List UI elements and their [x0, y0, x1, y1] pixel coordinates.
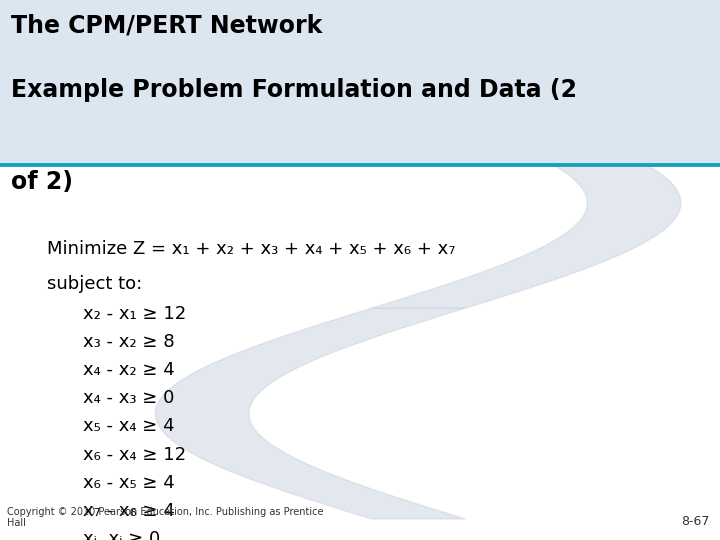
- Text: of 2): of 2): [11, 170, 73, 194]
- Text: x₆ - x₅ ≥ 4: x₆ - x₅ ≥ 4: [83, 474, 174, 491]
- Text: 8-67: 8-67: [681, 515, 709, 528]
- Text: x₄ - x₃ ≥ 0: x₄ - x₃ ≥ 0: [83, 389, 174, 407]
- Bar: [0, 0, 720, 165]
- Text: Minimize Z = x₁ + x₂ + x₃ + x₄ + x₅ + x₆ + x₇: Minimize Z = x₁ + x₂ + x₃ + x₄ + x₅ + x₆…: [47, 240, 455, 258]
- Text: x₇ - x₆ ≥ 4: x₇ - x₆ ≥ 4: [83, 502, 175, 519]
- Text: xᵢ, xⱼ ≥ 0: xᵢ, xⱼ ≥ 0: [83, 530, 160, 540]
- Text: Copyright © 2010 Pearson Education, Inc. Publishing as Prentice
Hall: Copyright © 2010 Pearson Education, Inc.…: [7, 507, 324, 528]
- Text: x₅ - x₄ ≥ 4: x₅ - x₄ ≥ 4: [83, 417, 174, 435]
- Text: x₄ - x₂ ≥ 4: x₄ - x₂ ≥ 4: [83, 361, 174, 379]
- Text: x₆ - x₄ ≥ 12: x₆ - x₄ ≥ 12: [83, 446, 186, 463]
- Text: The CPM/PERT Network: The CPM/PERT Network: [11, 14, 322, 37]
- Text: x₂ - x₁ ≥ 12: x₂ - x₁ ≥ 12: [83, 305, 186, 323]
- Text: subject to:: subject to:: [47, 275, 142, 293]
- Text: x₃ - x₂ ≥ 8: x₃ - x₂ ≥ 8: [83, 333, 174, 351]
- Text: Example Problem Formulation and Data (2: Example Problem Formulation and Data (2: [11, 78, 577, 102]
